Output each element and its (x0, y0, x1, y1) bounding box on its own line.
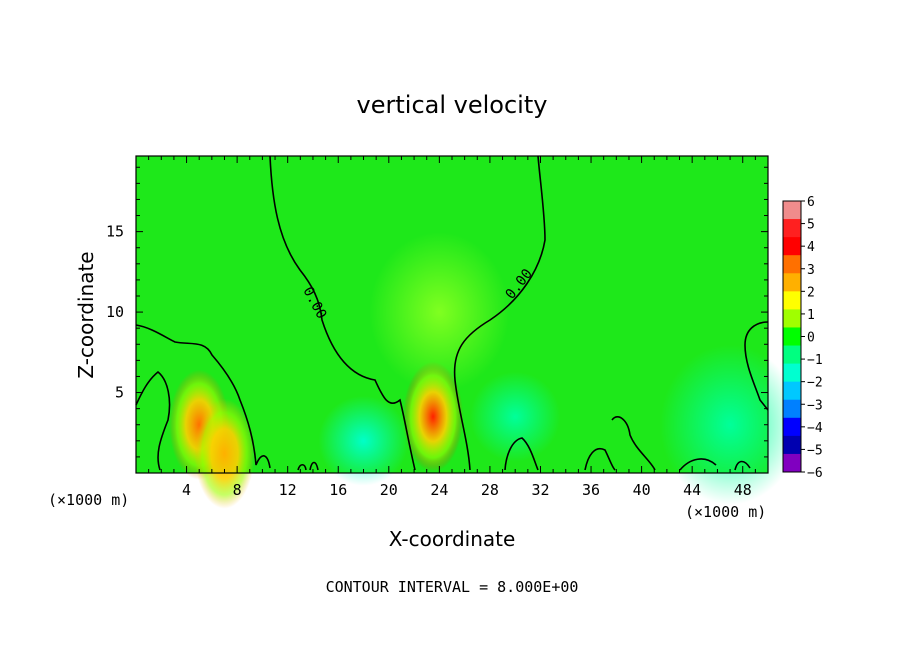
colorbar-tick-label: −4 (807, 421, 823, 436)
contour-left (269, 155, 416, 471)
x-axis-label: X-coordinate (389, 527, 516, 551)
x-axis-ticks: 4 8 12 16 20 24 28 32 36 40 44 48 (148, 156, 756, 499)
colorbar-tick-label: 0 (807, 331, 815, 346)
colorbar-tick-label: −1 (807, 353, 823, 368)
contour-lobe-mid2 (584, 448, 616, 471)
colorbar-swatch (783, 291, 801, 310)
plot-area: 0.00 0.00 (135, 155, 801, 509)
colorbar-tick-label: −5 (807, 443, 823, 458)
colorbar-swatch (783, 237, 801, 256)
field-blob (470, 371, 561, 462)
x-tick-label: 16 (329, 481, 347, 499)
y-axis-label: Z-coordinate (74, 251, 98, 378)
x-tick-label: 40 (633, 481, 651, 499)
colorbar-swatch (783, 309, 801, 328)
field-blob (318, 395, 409, 486)
zero-contours (135, 155, 769, 471)
y-axis-ticks: 5 10 15 (106, 166, 768, 458)
colorbar-tick-label: −2 (807, 376, 823, 391)
field-blob (660, 344, 801, 505)
colorbar-swatch (783, 381, 801, 401)
x-tick-label: 8 (233, 481, 242, 499)
contour-right (453, 155, 546, 471)
colorbar-swatch (783, 435, 801, 455)
colorbar-swatch (783, 273, 801, 292)
x-tick-label: 28 (481, 481, 499, 499)
y-tick-label: 5 (115, 384, 124, 402)
colorbar-tick-label: 1 (807, 308, 815, 323)
colorbar-tick-label: 4 (807, 240, 815, 255)
colorbar: 6 5 4 3 2 1 0 −1 −2 −3 −4 −5 −6 (782, 195, 823, 481)
contour-small-1 (679, 458, 717, 471)
colorbar-swatch (783, 255, 801, 274)
colorbar-swatch (783, 417, 801, 437)
x-tick-label: 4 (182, 481, 191, 499)
x-tick-label: 36 (582, 481, 600, 499)
colorbar-tick-label: 2 (807, 285, 815, 300)
colorbar-tick-label: −6 (807, 466, 823, 481)
colorbar-swatch (783, 363, 801, 383)
contour-lobe-right (611, 416, 656, 471)
colorbar-tick-label: −3 (807, 398, 823, 413)
colorbar-tick-label: 5 (807, 218, 815, 233)
x-tick-label: 48 (734, 481, 752, 499)
x-tick-label: 44 (683, 481, 701, 499)
contour-small-2 (734, 460, 751, 471)
contour-bottom-left (135, 324, 271, 469)
x-tick-label: 20 (380, 481, 398, 499)
x-tick-label: 32 (531, 481, 549, 499)
contour-lobe-left (135, 370, 171, 471)
contour-lobe-mid (504, 437, 539, 471)
colorbar-swatch (783, 399, 801, 419)
colorbar-swatch (783, 201, 801, 220)
contour-right-edge (744, 321, 769, 411)
field-blobs (169, 232, 801, 509)
colorbar-tick-label: 3 (807, 263, 815, 278)
contour-small-4 (309, 461, 319, 471)
colorbar-swatch (783, 345, 801, 365)
colorbar-tick-label: 6 (807, 195, 815, 210)
field-blob (369, 232, 510, 393)
field-blob (194, 398, 255, 509)
colorbar-swatch (783, 219, 801, 238)
chart-title: vertical velocity (357, 91, 548, 119)
contour-interval-note: CONTOUR INTERVAL = 8.000E+00 (326, 578, 579, 596)
contour-small-3 (297, 463, 307, 471)
x-tick-label: 12 (279, 481, 297, 499)
x-unit-left: (×1000 m) (48, 491, 129, 509)
colorbar-swatch (783, 453, 801, 473)
colorbar-swatch (783, 327, 801, 347)
x-unit-right: (×1000 m) (685, 503, 766, 521)
x-tick-label: 24 (430, 481, 448, 499)
y-tick-label: 10 (106, 303, 124, 321)
y-tick-label: 15 (106, 223, 124, 241)
